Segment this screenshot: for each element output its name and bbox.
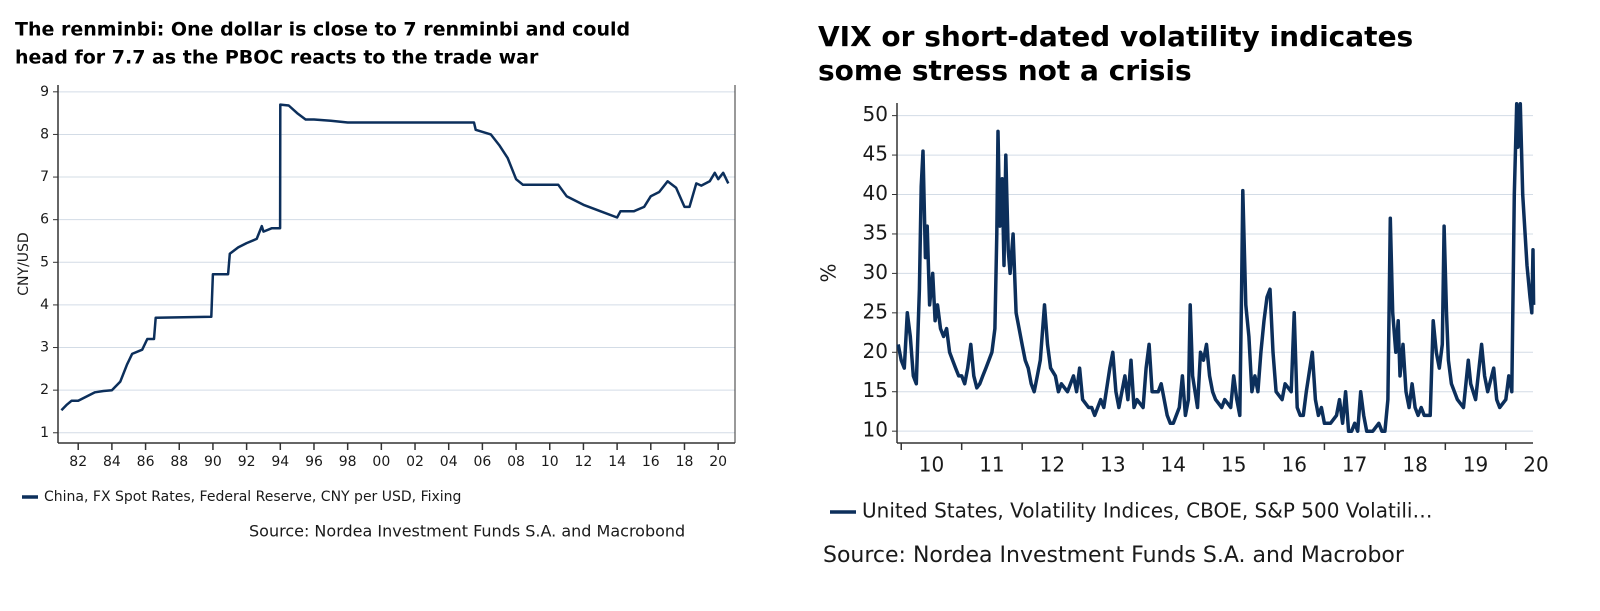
chart-title: head for 7.7 as the PBOC reacts to the t… <box>15 47 539 69</box>
y-tick-label: 15 <box>863 378 888 402</box>
x-tick-label: 11 <box>979 453 1004 477</box>
x-tick-label: 12 <box>1040 453 1065 477</box>
x-tick-label: 08 <box>507 454 525 470</box>
y-tick-label: 50 <box>863 102 888 126</box>
x-tick-label: 20 <box>709 454 727 470</box>
y-tick-label: 45 <box>863 142 888 166</box>
x-tick-label: 82 <box>69 454 87 470</box>
y-tick-label: 1 <box>40 425 49 441</box>
x-tick-label: 17 <box>1342 453 1367 477</box>
y-tick-label: 2 <box>40 382 49 398</box>
y-tick-label: 40 <box>863 181 888 205</box>
series-line <box>60 103 730 412</box>
x-tick-label: 19 <box>1463 453 1488 477</box>
y-tick-label: 4 <box>40 297 49 313</box>
legend-label: China, FX Spot Rates, Federal Reserve, C… <box>44 489 461 505</box>
series-line <box>896 102 1536 433</box>
x-tick-label: 15 <box>1221 453 1246 477</box>
x-tick-label: 12 <box>575 454 593 470</box>
x-tick-label: 06 <box>473 454 491 470</box>
y-tick-label: 7 <box>40 169 49 185</box>
y-tick-label: 6 <box>40 212 49 228</box>
x-tick-label: 16 <box>1281 453 1306 477</box>
x-tick-label: 86 <box>137 454 155 470</box>
x-tick-label: 20 <box>1523 453 1548 477</box>
chart-title: The renminbi: One dollar is close to 7 r… <box>15 19 630 41</box>
y-tick-label: 9 <box>40 84 49 100</box>
x-tick-label: 10 <box>919 453 944 477</box>
x-tick-label: 18 <box>1402 453 1427 477</box>
chart-panel: The renminbi: One dollar is close to 7 r… <box>15 19 736 541</box>
x-tick-label: 10 <box>541 454 559 470</box>
x-tick-label: 13 <box>1100 453 1125 477</box>
x-tick-label: 84 <box>103 454 121 470</box>
chart-title: some stress not a crisis <box>818 54 1192 87</box>
x-tick-label: 94 <box>271 454 289 470</box>
y-tick-label: 3 <box>40 340 49 356</box>
x-tick-label: 14 <box>608 454 626 470</box>
y-tick-label: 30 <box>863 260 888 284</box>
source-note: Source: Nordea Investment Funds S.A. and… <box>823 543 1405 568</box>
x-tick-label: 00 <box>372 454 390 470</box>
chart-panel: VIX or short-dated volatility indicatess… <box>817 20 1549 568</box>
x-tick-label: 04 <box>440 454 458 470</box>
chart-title: VIX or short-dated volatility indicates <box>818 20 1413 53</box>
x-tick-label: 90 <box>204 454 222 470</box>
x-tick-label: 14 <box>1161 453 1186 477</box>
x-tick-label: 92 <box>238 454 256 470</box>
x-tick-label: 02 <box>406 454 424 470</box>
x-tick-label: 96 <box>305 454 323 470</box>
x-tick-label: 18 <box>676 454 694 470</box>
source-note: Source: Nordea Investment Funds S.A. and… <box>249 522 685 541</box>
y-tick-label: 10 <box>863 418 888 442</box>
y-axis-label: CNY/USD <box>16 232 32 295</box>
y-tick-label: 5 <box>40 254 49 270</box>
x-tick-label: 16 <box>642 454 660 470</box>
x-tick-label: 98 <box>339 454 357 470</box>
y-tick-label: 20 <box>863 339 888 363</box>
y-tick-label: 8 <box>40 126 49 142</box>
y-tick-label: 25 <box>863 299 888 323</box>
y-tick-label: 35 <box>863 220 888 244</box>
y-axis-label: % <box>817 263 841 282</box>
legend-label: United States, Volatility Indices, CBOE,… <box>862 499 1433 523</box>
x-tick-label: 88 <box>170 454 188 470</box>
